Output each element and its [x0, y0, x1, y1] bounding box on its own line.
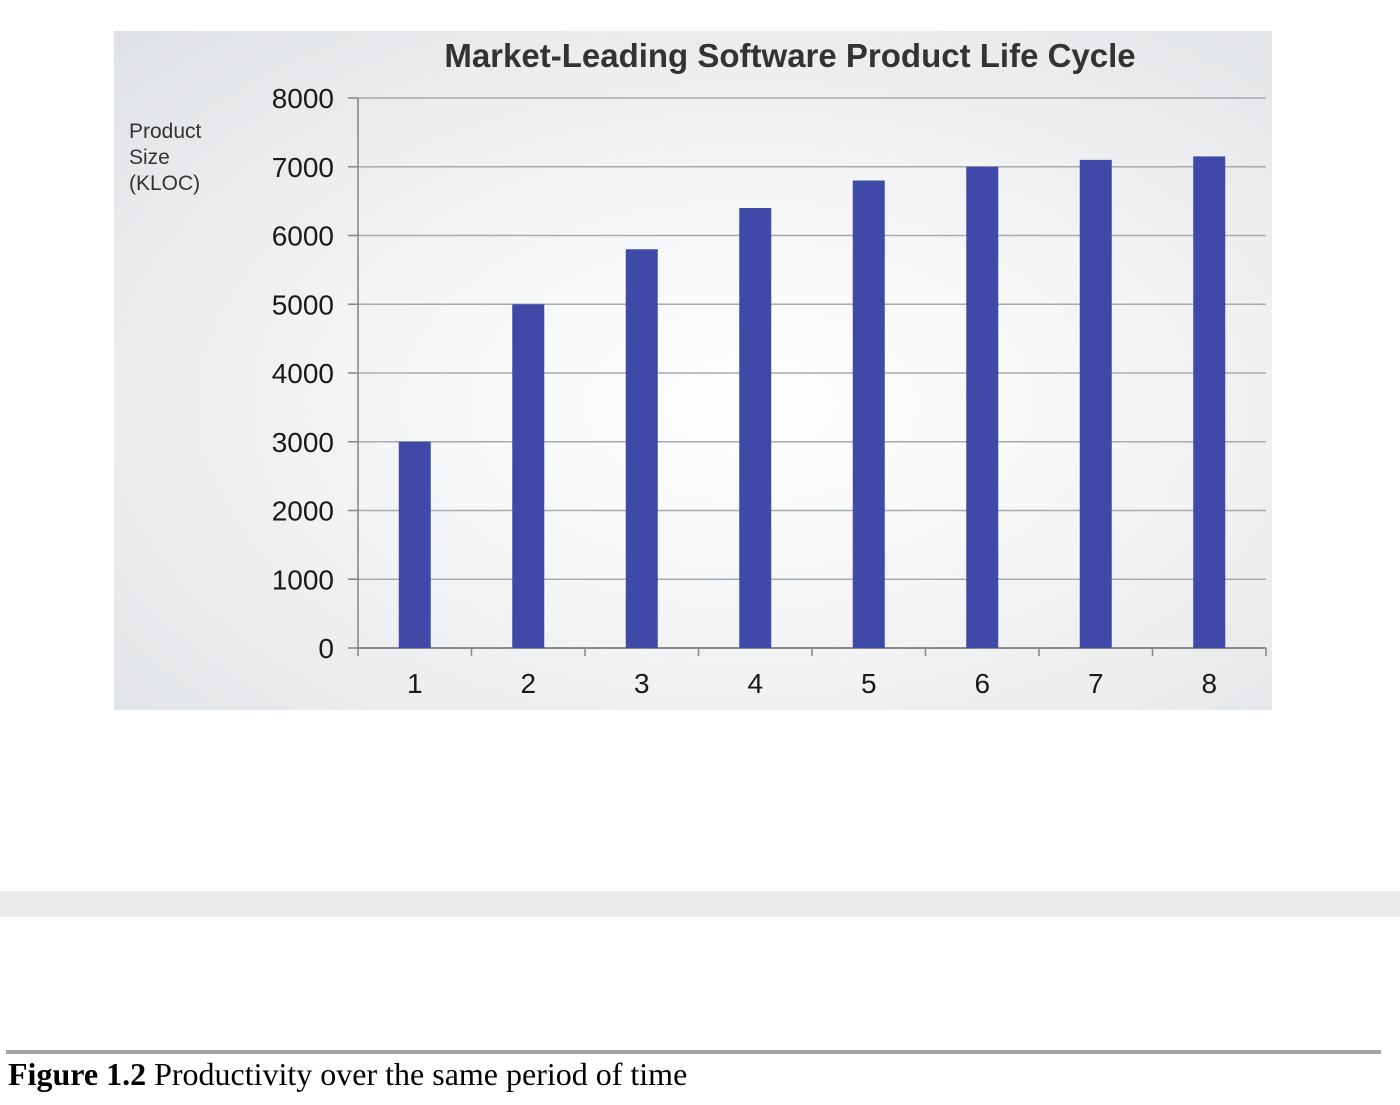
- x-tick-labels: 1 2 3 4 5 6 7 8: [407, 668, 1217, 699]
- y-axis-label-line-2: Size: [129, 146, 170, 169]
- x-tick-label-2: 2: [520, 668, 536, 699]
- chart-panel: Market-Leading Software Product Life Cyc…: [114, 31, 1272, 710]
- bars: [398, 156, 1226, 648]
- figure-label: Figure 1.2: [8, 1056, 147, 1092]
- bar-2: [512, 304, 545, 648]
- chart-title: Market-Leading Software Product Life Cyc…: [444, 37, 1135, 74]
- y-axis-label-line-3: (KLOC): [129, 172, 200, 195]
- y-tick-label-2000: 2000: [272, 496, 334, 527]
- bar-8: [1193, 156, 1226, 648]
- bar-5: [852, 180, 885, 648]
- separator-band: [0, 891, 1400, 917]
- y-tick-label-4000: 4000: [272, 358, 334, 389]
- caption-rule: [6, 1050, 1381, 1054]
- y-tick-label-5000: 5000: [272, 289, 334, 320]
- y-tick-label-3000: 3000: [272, 427, 334, 458]
- figure-caption-text: Productivity over the same period of tim…: [146, 1056, 688, 1092]
- x-tick-label-5: 5: [861, 668, 877, 699]
- x-tick-label-8: 8: [1201, 668, 1217, 699]
- bar-1: [398, 441, 431, 648]
- x-tick-label-1: 1: [407, 668, 423, 699]
- y-tick-label-1000: 1000: [272, 564, 334, 595]
- bar-chart: Market-Leading Software Product Life Cyc…: [129, 37, 1267, 699]
- bar-3: [625, 249, 658, 648]
- bar-6: [966, 166, 999, 648]
- x-tick-label-7: 7: [1088, 668, 1104, 699]
- y-tick-labels: 0 1000 2000 3000 4000 5000 6000 7000 8000: [272, 83, 334, 664]
- y-tick-label-6000: 6000: [272, 221, 334, 252]
- figure-caption: Figure 1.2 Productivity over the same pe…: [8, 1056, 687, 1093]
- y-axis-label-line-1: Product: [129, 120, 202, 143]
- bar-4: [739, 208, 772, 648]
- y-tick-label-0: 0: [318, 633, 334, 664]
- y-tick-label-7000: 7000: [272, 152, 334, 183]
- x-tick-label-4: 4: [747, 668, 763, 699]
- bar-7: [1079, 159, 1112, 648]
- y-tick-label-8000: 8000: [272, 83, 334, 114]
- x-tick-label-6: 6: [974, 668, 990, 699]
- x-tick-label-3: 3: [634, 668, 650, 699]
- gridlines: [348, 97, 1267, 656]
